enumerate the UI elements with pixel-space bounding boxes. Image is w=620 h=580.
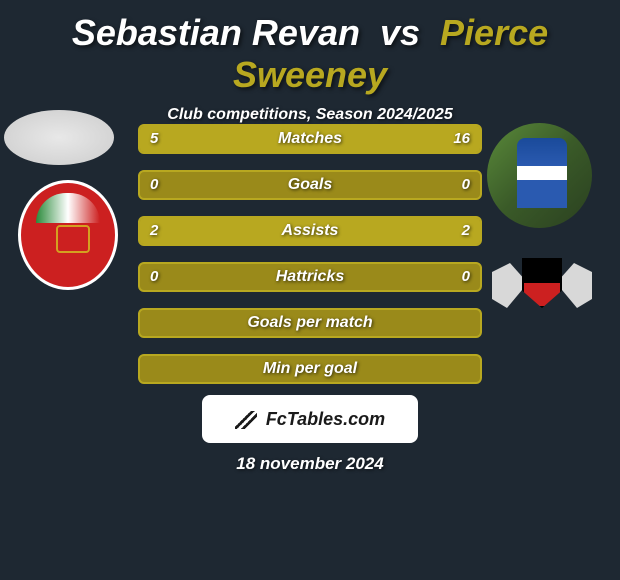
stat-row: 0Hattricks0 bbox=[138, 262, 482, 292]
stat-label: Min per goal bbox=[140, 356, 480, 382]
logo-text: FcTables.com bbox=[266, 409, 385, 429]
player2-club-badge bbox=[492, 258, 592, 338]
stat-row: Min per goal bbox=[138, 354, 482, 384]
stat-label: Matches bbox=[140, 126, 480, 152]
stat-value-right: 16 bbox=[453, 126, 470, 152]
stat-label: Assists bbox=[140, 218, 480, 244]
stat-value-right: 0 bbox=[462, 172, 470, 198]
stat-label: Hattricks bbox=[140, 264, 480, 290]
player1-club-badge bbox=[18, 180, 118, 290]
player1-avatar bbox=[4, 110, 114, 165]
stat-row: 0Goals0 bbox=[138, 170, 482, 200]
stat-row: Goals per match bbox=[138, 308, 482, 338]
stats-container: 5Matches160Goals02Assists20Hattricks0Goa… bbox=[138, 124, 482, 400]
stat-row: 2Assists2 bbox=[138, 216, 482, 246]
comparison-title: Sebastian Revan vs Pierce Sweeney bbox=[0, 0, 620, 96]
stat-value-right: 2 bbox=[462, 218, 470, 244]
stat-label: Goals per match bbox=[140, 310, 480, 336]
vs-text: vs bbox=[380, 12, 420, 53]
stat-label: Goals bbox=[140, 172, 480, 198]
date-text: 18 november 2024 bbox=[0, 454, 620, 474]
player2-avatar bbox=[487, 123, 592, 228]
stat-value-right: 0 bbox=[462, 264, 470, 290]
fctables-logo: FcTables.com bbox=[202, 395, 418, 443]
player1-name: Sebastian Revan bbox=[72, 12, 360, 53]
stat-row: 5Matches16 bbox=[138, 124, 482, 154]
